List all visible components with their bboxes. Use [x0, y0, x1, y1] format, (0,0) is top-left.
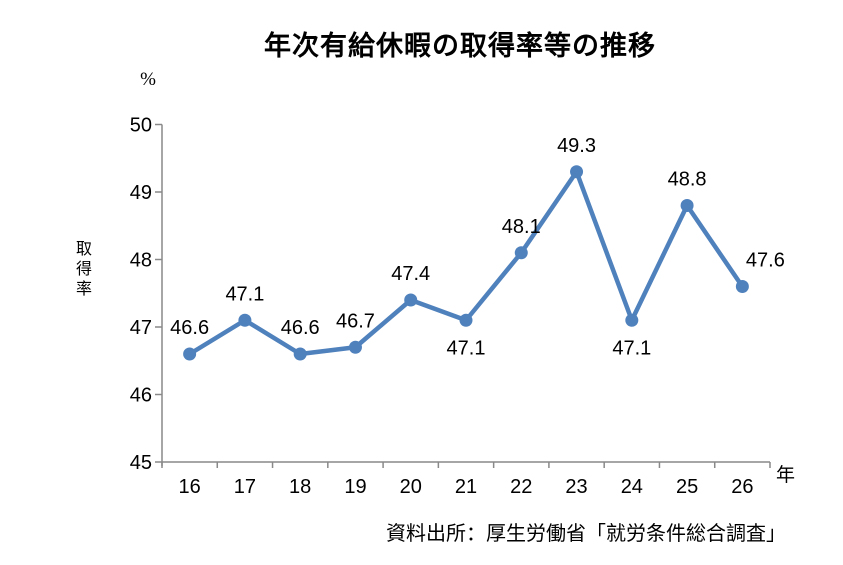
y-tick-label: 45	[130, 452, 152, 474]
data-label: 48.8	[668, 169, 707, 191]
data-point	[570, 165, 584, 179]
data-label: 49.3	[557, 135, 596, 157]
y-tick-label: 47	[130, 317, 152, 339]
x-tick-label: 26	[731, 476, 753, 498]
x-tick-label: 24	[621, 476, 643, 498]
data-point	[293, 347, 307, 361]
data-label: 48.1	[502, 216, 541, 238]
data-point	[183, 347, 197, 361]
y-axis-unit-label: %	[140, 69, 156, 90]
data-point	[459, 313, 473, 327]
x-tick-label: 20	[400, 476, 422, 498]
x-tick-label: 16	[179, 476, 201, 498]
data-label: 47.1	[225, 283, 264, 305]
source-note: 資料出所：厚生労働省「就労条件総合調査」	[386, 523, 786, 545]
y-tick-label: 48	[130, 250, 152, 272]
x-tick-label: 23	[565, 476, 587, 498]
x-tick-label: 18	[289, 476, 311, 498]
chart-title: 年次有給休暇の取得率等の推移	[264, 31, 656, 61]
data-point	[404, 293, 418, 307]
data-point	[348, 340, 362, 354]
data-point	[735, 280, 749, 293]
x-tick-label: 22	[510, 476, 532, 498]
data-point	[514, 246, 528, 260]
data-point	[625, 313, 639, 327]
data-label: 46.7	[336, 310, 375, 332]
x-tick-label: 17	[234, 476, 256, 498]
data-point	[680, 199, 694, 212]
y-axis-title: 取得率	[73, 240, 90, 300]
data-label: 46.6	[281, 317, 320, 339]
x-axis-title: 年	[776, 465, 796, 486]
x-tick-label: 19	[344, 476, 366, 498]
x-tick-label: 25	[676, 476, 698, 498]
data-label: 47.1	[612, 337, 651, 359]
data-point	[238, 313, 252, 327]
data-label: 47.6	[746, 250, 785, 272]
data-label: 47.1	[447, 337, 486, 359]
data-label: 46.6	[170, 317, 209, 339]
data-label: 47.4	[391, 263, 430, 285]
y-tick-label: 46	[130, 385, 152, 407]
y-tick-label: 50	[130, 115, 152, 137]
y-tick-label: 49	[130, 182, 152, 204]
x-tick-label: 21	[455, 476, 477, 498]
